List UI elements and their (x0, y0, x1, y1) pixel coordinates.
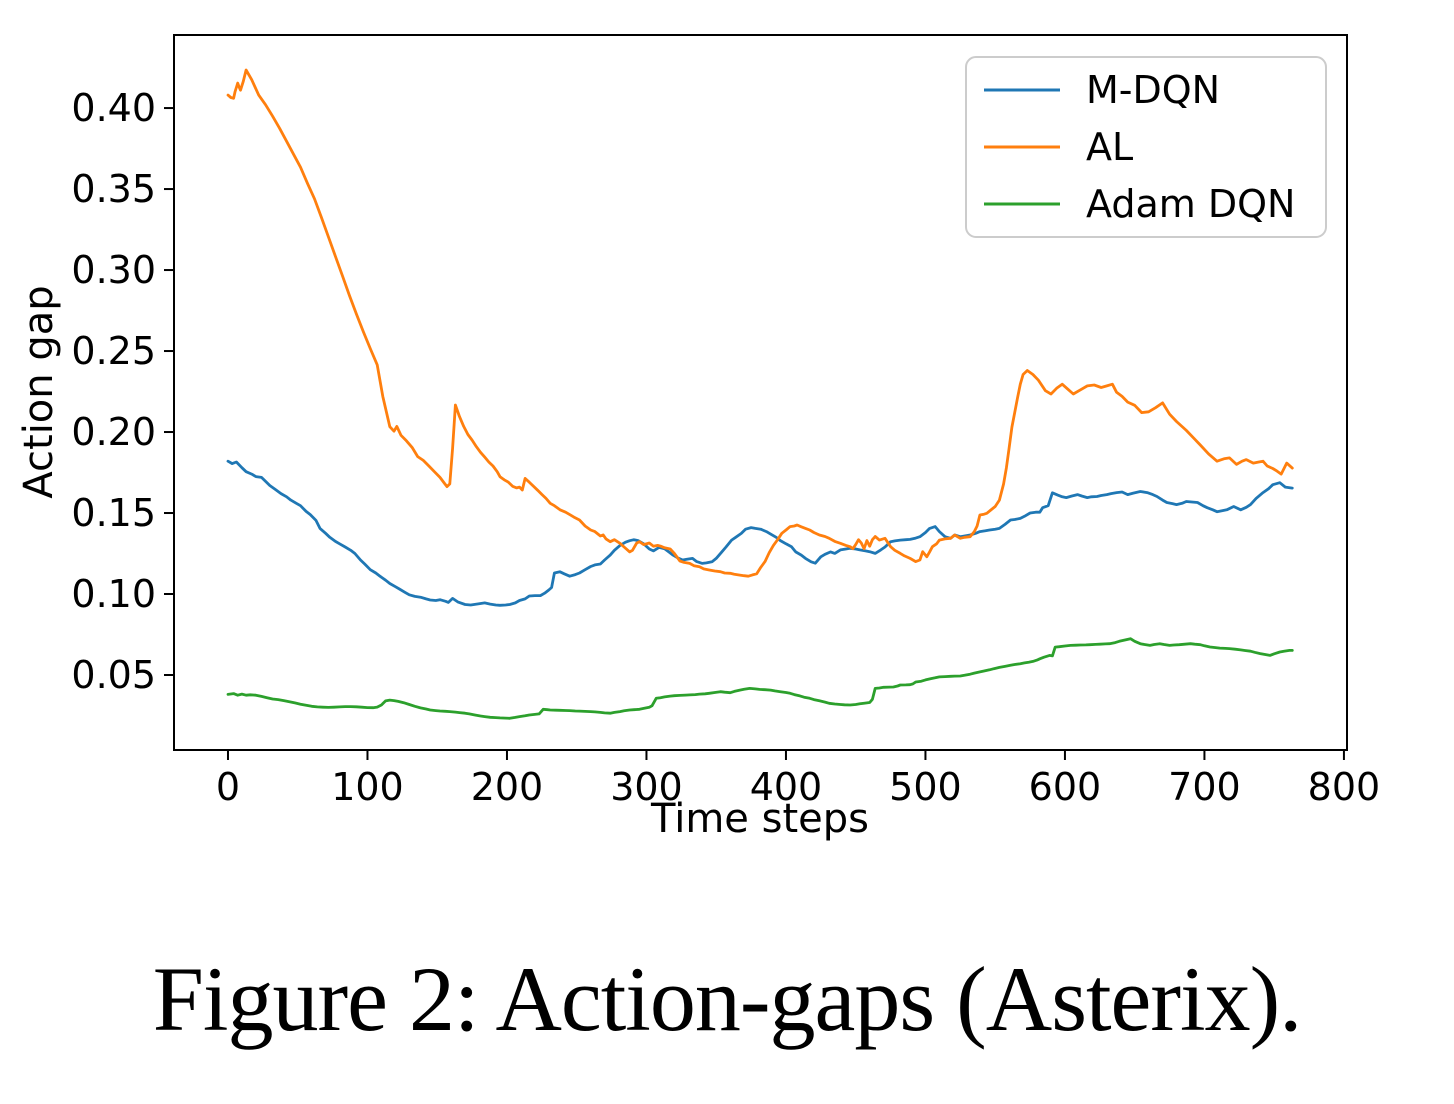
y-tick-label: 0.35 (71, 167, 156, 211)
plot-area (173, 34, 1348, 751)
y-tick-label: 0.20 (71, 410, 156, 454)
x-tick-label: 600 (1029, 765, 1102, 809)
y-tick-label: 0.30 (71, 248, 156, 292)
legend: M-DQN AL Adam DQN (965, 56, 1327, 238)
y-tick-label: 0.25 (71, 329, 156, 373)
legend-label-al: AL (1086, 125, 1133, 169)
figure-caption: Figure 2: Action-gaps (Asterix). (152, 948, 1302, 1050)
x-tick-label: 300 (610, 765, 683, 809)
legend-label-adam-dqn: Adam DQN (1086, 182, 1295, 226)
x-tick-label: 100 (331, 765, 404, 809)
y-axis-label: Action gap (16, 285, 62, 498)
x-tick-label: 200 (471, 765, 544, 809)
x-tick-label: 700 (1168, 765, 1241, 809)
y-tick-label: 0.05 (71, 653, 156, 697)
y-tick-label: 0.15 (71, 491, 156, 535)
x-tick-label: 800 (1308, 765, 1381, 809)
x-tick-label: 0 (216, 765, 240, 809)
legend-entry-adam-dqn: Adam DQN (984, 182, 1295, 226)
x-tick-label: 400 (750, 765, 823, 809)
y-tick-label: 0.10 (71, 572, 156, 616)
line-m-dqn (226, 459, 1294, 607)
legend-label-m-dqn: M-DQN (1086, 68, 1220, 112)
line-al (226, 68, 1294, 578)
legend-box (965, 56, 1327, 238)
x-axis-ticks: 0 100 200 300 400 500 600 700 800 (216, 750, 1380, 809)
line-adam-dqn (226, 637, 1294, 720)
legend-entry-al: AL (984, 125, 1133, 169)
legend-entry-m-dqn: M-DQN (984, 68, 1220, 112)
x-axis-label: Time steps (650, 796, 869, 842)
y-tick-label: 0.40 (71, 86, 156, 130)
y-axis-ticks: 0.05 0.10 0.15 0.20 0.25 0.30 0.35 0.40 (71, 86, 174, 697)
action-gap-chart: 0 100 200 300 400 500 600 700 800 0.050.100.150.… (16, 34, 1380, 842)
series-lines (226, 68, 1294, 720)
x-tick-label: 500 (889, 765, 962, 809)
